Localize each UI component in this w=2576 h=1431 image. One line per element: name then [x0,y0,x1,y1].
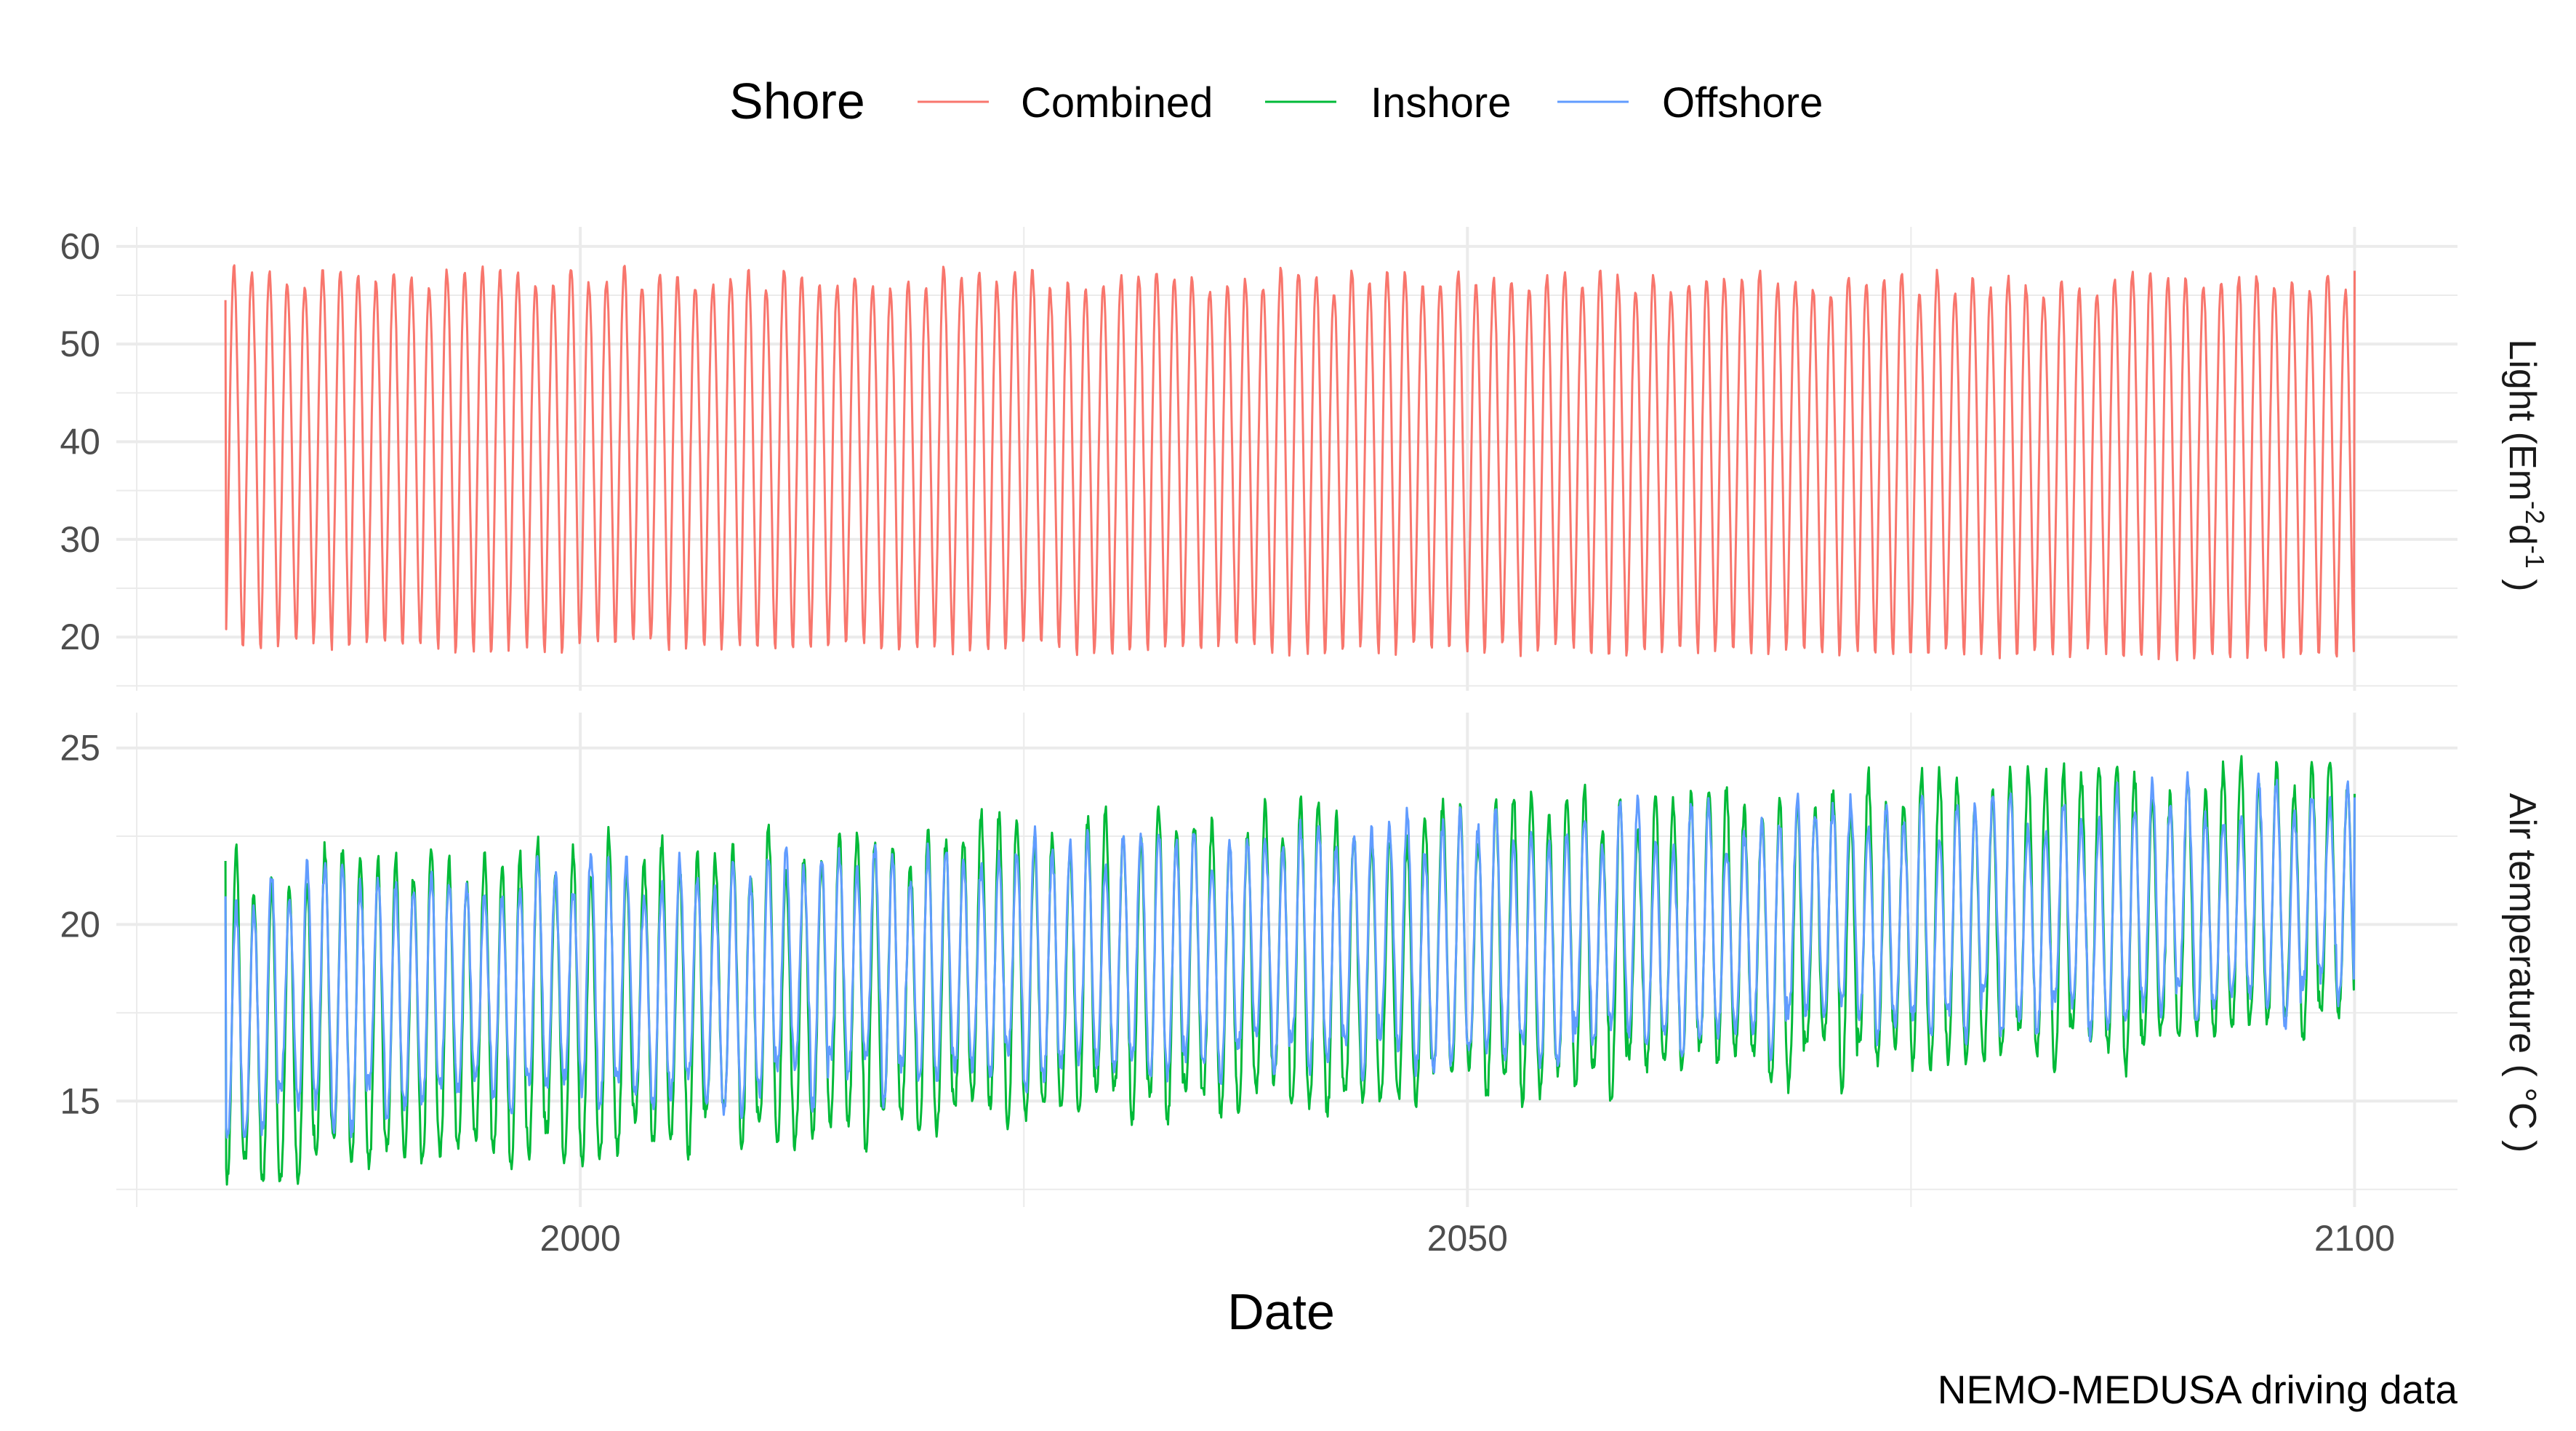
y-tick-label: 50 [60,324,100,364]
y-tick-label: 20 [60,617,100,657]
legend-label-combined: Combined [1021,79,1213,127]
caption: NEMO-MEDUSA driving data [1938,1367,2458,1412]
panel-air-temperature: 15 20 25 Air temperature ( °C ) [60,713,2543,1207]
x-tick-label: 2000 [540,1218,621,1259]
x-axis-ticks: 2000 2050 2100 [540,1218,2396,1259]
panel-air-temperature-y-ticks: 15 20 25 [60,728,100,1122]
legend-label-inshore: Inshore [1371,79,1511,127]
y-tick-label: 15 [60,1081,100,1121]
series-line-combined [224,264,2356,662]
series-line-inshore [224,755,2356,1186]
y-tick-label: 25 [60,728,100,769]
panel-light: 20 30 40 50 60 Light (Em-2d-1 ) [60,226,2550,691]
legend: Shore Combined Inshore Offshore [729,73,1823,129]
series-line-offshore [224,771,2356,1139]
x-tick-label: 2100 [2314,1218,2395,1259]
y-tick-label: 40 [60,421,100,462]
legend-label-offshore: Offshore [1662,79,1823,127]
panel-light-y-ticks: 20 30 40 50 60 [60,226,100,657]
strip-label-air-temperature: Air temperature ( °C ) [2501,793,2543,1153]
y-tick-label: 60 [60,226,100,267]
legend-title: Shore [729,73,865,129]
y-tick-label: 20 [60,904,100,945]
x-tick-label: 2050 [1427,1218,1508,1259]
y-tick-label: 30 [60,519,100,560]
x-axis-title: Date [1227,1283,1335,1340]
strip-label-light: Light (Em-2d-1 ) [2501,339,2550,591]
